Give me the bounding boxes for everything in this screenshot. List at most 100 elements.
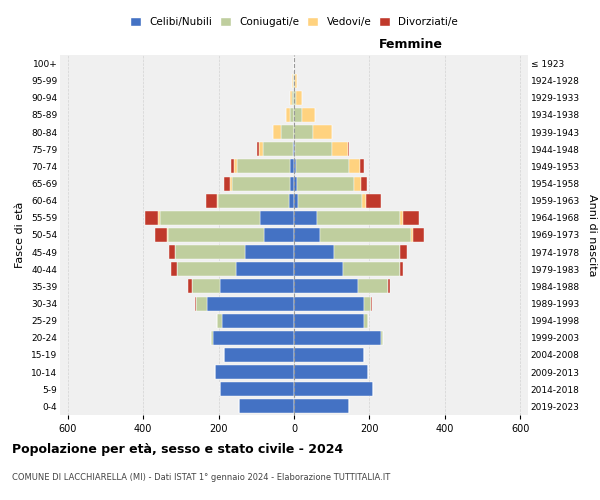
Bar [349,160,360,173]
Bar [358,280,388,293]
Bar [294,262,343,276]
Legend: Celibi/Nubili, Coniugati/e, Vedovi/e, Divorziati/e: Celibi/Nubili, Coniugati/e, Vedovi/e, Di… [127,14,461,30]
Bar [294,348,364,362]
Bar [213,331,294,345]
Bar [364,296,371,310]
Bar [294,91,296,105]
Text: Popolazione per età, sesso e stato civile - 2024: Popolazione per età, sesso e stato civil… [12,442,343,456]
Bar [293,74,294,88]
Bar [294,245,334,259]
Bar [294,280,358,293]
Bar [260,211,294,225]
Bar [188,280,192,293]
Bar [362,194,366,207]
Bar [196,296,207,310]
Bar [169,245,175,259]
Bar [292,74,293,88]
Bar [206,194,217,207]
Y-axis label: Anni di nascita: Anni di nascita [587,194,596,276]
Text: Femmine: Femmine [379,38,443,52]
Bar [286,108,290,122]
Bar [403,211,419,225]
Bar [215,365,294,379]
Bar [230,176,232,190]
Bar [294,108,302,122]
Bar [400,262,403,276]
Bar [290,91,292,105]
Bar [388,280,390,293]
Bar [172,262,177,276]
Bar [381,331,383,345]
Bar [294,176,297,190]
Bar [195,296,196,310]
Bar [220,280,294,293]
Bar [294,142,295,156]
Bar [224,176,230,190]
Bar [245,245,294,259]
Bar [294,314,364,328]
Bar [217,194,218,207]
Bar [238,160,290,173]
Bar [220,382,294,396]
Bar [217,314,222,328]
Bar [294,331,381,345]
Bar [289,194,294,207]
Bar [232,176,290,190]
Bar [167,228,264,242]
Bar [273,125,281,139]
Bar [295,74,296,88]
Bar [294,365,368,379]
Bar [230,160,235,173]
Bar [218,194,289,207]
Bar [302,108,315,122]
Bar [296,160,349,173]
Bar [317,211,400,225]
Bar [177,262,235,276]
Bar [160,211,260,225]
Bar [294,160,296,173]
Bar [294,211,317,225]
Bar [192,280,220,293]
Bar [211,331,213,345]
Bar [361,176,367,190]
Bar [257,142,259,156]
Bar [294,400,349,413]
Bar [298,194,362,207]
Bar [145,211,158,225]
Bar [360,160,364,173]
Bar [281,125,294,139]
Bar [264,228,294,242]
Bar [293,142,294,156]
Bar [400,245,407,259]
Bar [400,211,403,225]
Bar [292,91,294,105]
Bar [259,142,263,156]
Bar [294,74,295,88]
Bar [413,228,424,242]
Bar [366,194,381,207]
Bar [224,348,294,362]
Bar [290,176,294,190]
Bar [239,400,294,413]
Bar [332,142,347,156]
Bar [222,314,294,328]
Bar [235,262,294,276]
Bar [294,194,298,207]
Y-axis label: Fasce di età: Fasce di età [16,202,25,268]
Bar [296,91,302,105]
Bar [290,160,294,173]
Bar [294,296,364,310]
Bar [364,314,368,328]
Bar [297,176,353,190]
Text: COMUNE DI LACCHIARELLA (MI) - Dati ISTAT 1° gennaio 2024 - Elaborazione TUTTITAL: COMUNE DI LACCHIARELLA (MI) - Dati ISTAT… [12,472,390,482]
Bar [343,262,400,276]
Bar [294,125,313,139]
Bar [371,296,372,310]
Bar [320,228,411,242]
Bar [353,176,361,190]
Bar [175,245,245,259]
Bar [158,211,160,225]
Bar [294,228,320,242]
Bar [295,142,332,156]
Bar [263,142,293,156]
